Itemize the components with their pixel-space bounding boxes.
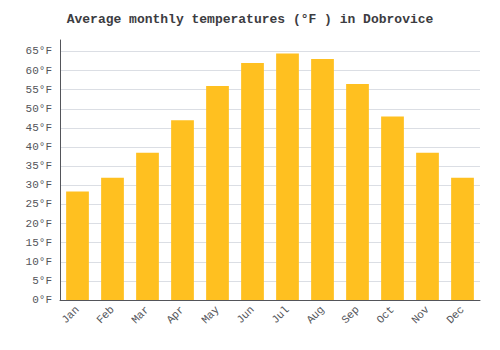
svg-text:Oct: Oct bbox=[374, 304, 396, 326]
svg-text:45°F: 45°F bbox=[26, 122, 52, 134]
svg-text:May: May bbox=[199, 303, 222, 326]
svg-text:60°F: 60°F bbox=[26, 65, 52, 77]
svg-text:10°F: 10°F bbox=[26, 256, 52, 268]
svg-text:0°F: 0°F bbox=[32, 294, 52, 306]
svg-text:5°F: 5°F bbox=[32, 275, 52, 287]
svg-text:30°F: 30°F bbox=[26, 179, 52, 191]
svg-text:Feb: Feb bbox=[94, 304, 116, 326]
svg-text:Dec: Dec bbox=[444, 304, 466, 326]
svg-text:15°F: 15°F bbox=[26, 237, 52, 249]
svg-text:65°F: 65°F bbox=[26, 45, 52, 57]
svg-text:25°F: 25°F bbox=[26, 198, 52, 210]
svg-text:Mar: Mar bbox=[129, 304, 151, 326]
svg-text:Jan: Jan bbox=[59, 304, 81, 326]
svg-text:Average monthly temperatures (: Average monthly temperatures (°F ) in Do… bbox=[67, 12, 434, 27]
svg-text:35°F: 35°F bbox=[26, 160, 52, 172]
svg-text:20°F: 20°F bbox=[26, 218, 52, 230]
svg-text:Sep: Sep bbox=[339, 304, 361, 326]
svg-text:Nov: Nov bbox=[409, 303, 432, 326]
svg-text:Apr: Apr bbox=[164, 304, 186, 326]
svg-text:55°F: 55°F bbox=[26, 84, 52, 96]
svg-text:50°F: 50°F bbox=[26, 103, 52, 115]
svg-text:40°F: 40°F bbox=[26, 141, 52, 153]
svg-text:Jul: Jul bbox=[269, 304, 291, 326]
svg-text:Aug: Aug bbox=[304, 304, 326, 326]
svg-text:Jun: Jun bbox=[234, 304, 256, 326]
